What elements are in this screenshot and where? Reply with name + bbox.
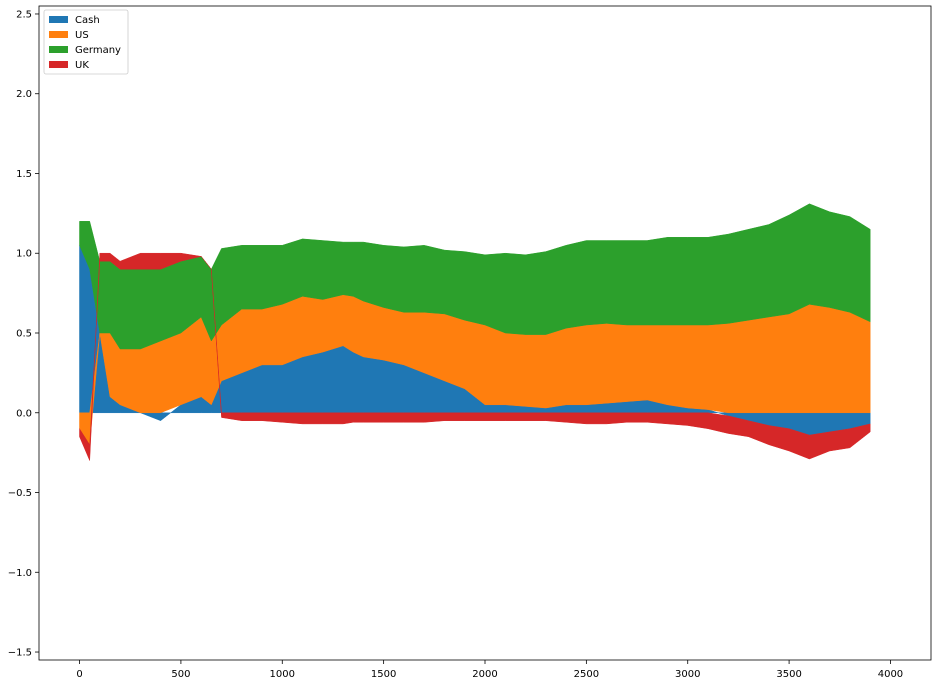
series-area-germany	[79, 203, 871, 350]
legend-swatch-us	[49, 31, 68, 38]
x-tick-label: 2500	[574, 669, 599, 680]
x-tick-label: 1000	[270, 669, 295, 680]
y-tick-label: 0.0	[16, 408, 32, 419]
legend-swatch-germany	[49, 46, 68, 53]
legend-box	[43, 9, 129, 75]
y-tick-label: 1.5	[16, 169, 32, 180]
legend-swatch-cash	[49, 16, 68, 23]
legend-label-cash: Cash	[75, 15, 100, 26]
y-tick-label: −0.5	[8, 488, 32, 499]
x-axis: 0 500 1000 1500 2000 2500 3000 3500 4000	[76, 660, 903, 680]
y-tick-label: 0.5	[16, 329, 32, 340]
legend-label-uk: UK	[75, 60, 89, 71]
y-tick-label: −1.0	[8, 568, 32, 579]
legend-label-germany: Germany	[75, 45, 121, 56]
x-tick-label: 2000	[472, 669, 497, 680]
x-tick-label: 1500	[371, 669, 396, 680]
y-tick-label: 1.0	[16, 249, 32, 260]
y-axis: −1.5 −1.0 −0.5 0.0 0.5 1.0 1.5 2.0 2.5	[8, 9, 39, 659]
series-area-uk	[79, 252, 871, 461]
x-tick-label: 500	[171, 669, 190, 680]
legend-label-us: US	[75, 30, 89, 41]
legend: Cash US Germany UK	[43, 9, 129, 75]
x-tick-label: 0	[76, 669, 82, 680]
y-tick-label: 2.0	[16, 89, 32, 100]
plot-layer	[79, 203, 871, 461]
y-tick-label: 2.5	[16, 9, 32, 20]
y-tick-label: −1.5	[8, 648, 32, 659]
legend-swatch-uk	[49, 61, 68, 68]
x-tick-label: 3500	[776, 669, 801, 680]
x-tick-label: 3000	[675, 669, 700, 680]
x-tick-label: 4000	[878, 669, 903, 680]
